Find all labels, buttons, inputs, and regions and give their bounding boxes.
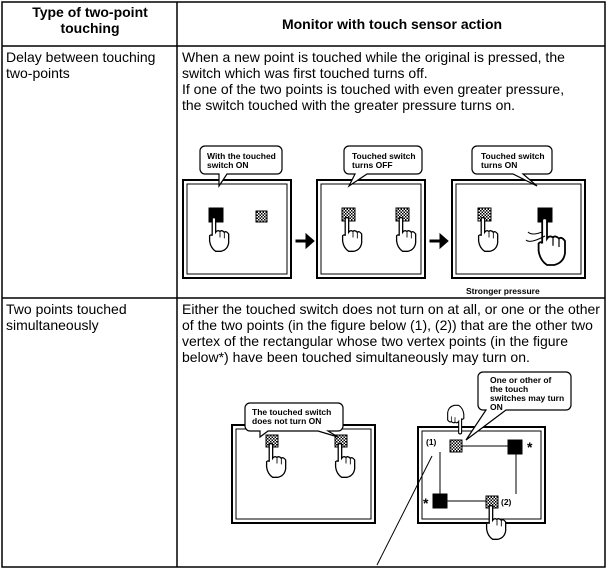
label: * [423, 495, 429, 511]
figure-simultaneous [231, 371, 572, 566]
callout: With the touched switch ON [207, 151, 276, 170]
callout: One or other of the touch switches may t… [490, 375, 565, 412]
figure-delay [182, 145, 586, 279]
callout: The touched switch does not turn ON [252, 407, 332, 426]
note: Stronger pressure [466, 286, 540, 296]
row-type: Delay between touching two-points [6, 49, 156, 81]
label: (1) [426, 437, 437, 447]
header-action: Monitor with touch sensor action [281, 16, 503, 32]
row-description: When a new point is touched while the or… [182, 49, 565, 81]
label: * [527, 439, 533, 455]
row-description: Either the touched switch does not turn … [182, 301, 600, 365]
header-type: Type of two-point touching [32, 4, 148, 36]
callout: Touched switch turns OFF [352, 151, 416, 170]
label: (2) [501, 497, 512, 507]
row-type: Two points touched simultaneously [6, 301, 127, 333]
row-description: If one of the two points is touched with… [182, 81, 565, 113]
callout: Touched switch turns ON [481, 151, 545, 170]
